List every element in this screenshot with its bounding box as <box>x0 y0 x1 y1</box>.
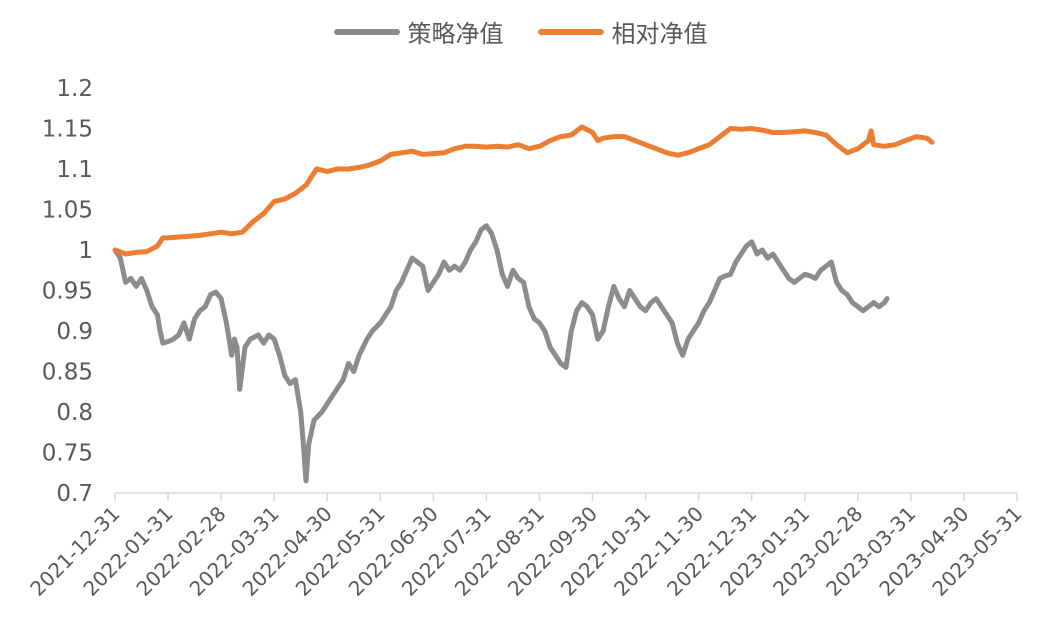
y-tick-label: 1.2 <box>56 76 93 102</box>
y-tick-label: 0.75 <box>42 441 93 467</box>
legend-swatch-strategy <box>333 28 400 35</box>
legend-item-relative: 相对净值 <box>537 14 708 49</box>
legend-swatch-relative <box>537 28 604 35</box>
y-tick-label: 0.95 <box>42 279 93 305</box>
y-tick-label: 1.05 <box>42 198 93 224</box>
legend-item-strategy: 策略净值 <box>333 14 504 49</box>
y-tick-label: 0.85 <box>42 360 93 386</box>
y-tick-label: 0.7 <box>56 481 93 507</box>
y-tick-label: 0.9 <box>56 319 93 345</box>
legend-label-strategy: 策略净值 <box>407 20 504 48</box>
series-line-strategy <box>112 223 890 484</box>
legend: 策略净值 相对净值 <box>0 14 1041 49</box>
legend-label-relative: 相对净值 <box>611 20 708 48</box>
y-tick-label: 1 <box>78 238 93 264</box>
y-tick-label: 1.1 <box>56 157 93 183</box>
y-tick-label: 1.15 <box>42 117 93 143</box>
y-tick-label: 0.8 <box>56 400 93 426</box>
series-line-relative <box>112 124 935 257</box>
